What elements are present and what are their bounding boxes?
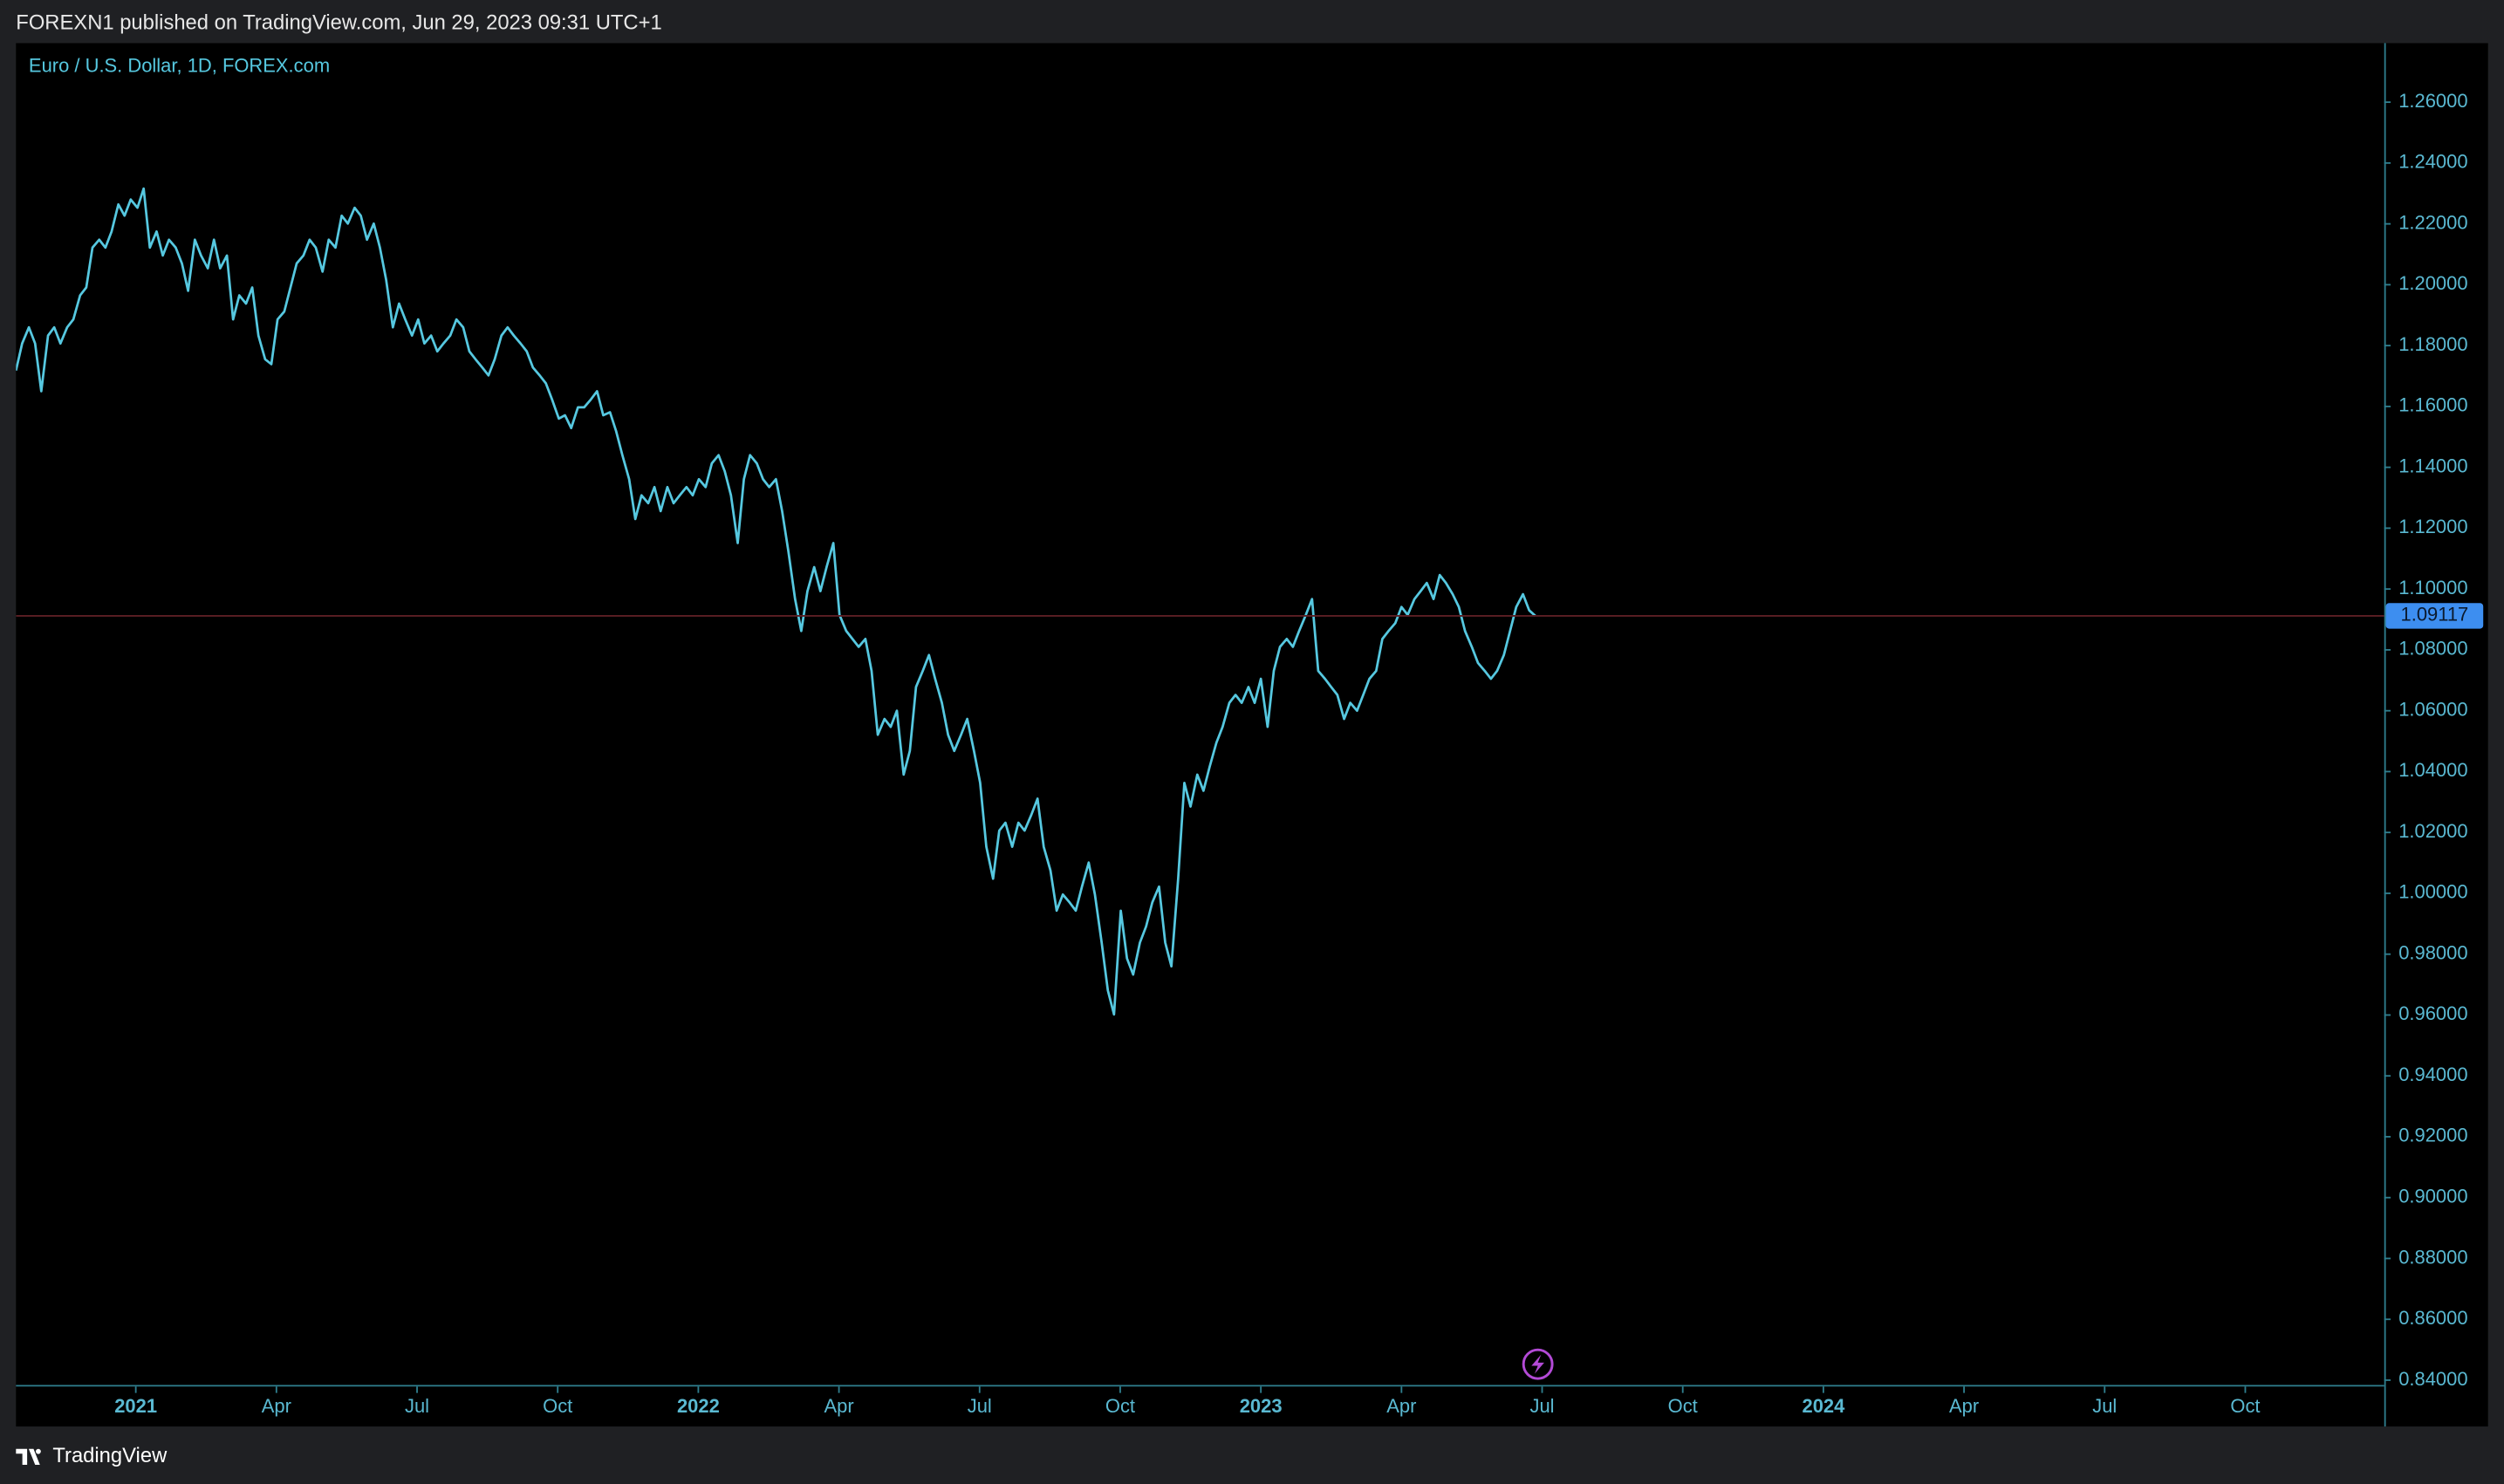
- x-tick-label: Oct: [1105, 1395, 1135, 1417]
- y-tick-label: 1.20000: [2398, 272, 2467, 294]
- brand-logo: [16, 1448, 41, 1466]
- x-tick-label: Oct: [543, 1395, 572, 1417]
- x-tick-label: 2022: [677, 1395, 720, 1417]
- plot-area: [16, 187, 2384, 1016]
- y-tick-label: 1.22000: [2398, 211, 2467, 233]
- y-tick-label: 1.14000: [2398, 455, 2467, 476]
- x-tick-label: Oct: [1668, 1395, 1698, 1417]
- y-tick-label: 1.16000: [2398, 394, 2467, 416]
- y-tick-label: 1.02000: [2398, 820, 2467, 842]
- x-tick-label: Jul: [405, 1395, 429, 1417]
- y-tick-label: 0.88000: [2398, 1246, 2467, 1268]
- y-tick-label: 0.92000: [2398, 1125, 2467, 1146]
- x-tick-label: Apr: [262, 1395, 291, 1417]
- header-text: FOREXN1 published on TradingView.com, Ju…: [16, 11, 661, 35]
- replay-icon[interactable]: [1522, 1348, 1554, 1380]
- x-tick-label: Apr: [824, 1395, 853, 1417]
- y-tick-label: 0.96000: [2398, 1002, 2467, 1024]
- x-tick-label: Jul: [2092, 1395, 2117, 1417]
- brand-name: TradingView: [52, 1444, 168, 1467]
- y-tick-label: 1.24000: [2398, 151, 2467, 173]
- y-tick-label: 1.10000: [2398, 577, 2467, 598]
- y-tick-label: 0.84000: [2398, 1368, 2467, 1390]
- x-tick-label: Jul: [968, 1395, 992, 1417]
- chart-title: Euro / U.S. Dollar, 1D, FOREX.com: [29, 55, 330, 77]
- y-tick-label: 1.06000: [2398, 698, 2467, 720]
- x-tick-label: 2023: [1240, 1395, 1283, 1417]
- x-tick-label: 2024: [1802, 1395, 1845, 1417]
- price-line: [16, 187, 1536, 1016]
- y-tick-label: 1.00000: [2398, 881, 2467, 903]
- x-tick-label: Jul: [1529, 1395, 1554, 1417]
- y-tick-label: 1.12000: [2398, 516, 2467, 537]
- x-tick-label: Apr: [1949, 1395, 1979, 1417]
- y-tick-label: 0.86000: [2398, 1307, 2467, 1329]
- y-tick-label: 0.94000: [2398, 1063, 2467, 1085]
- y-tick-label: 1.08000: [2398, 638, 2467, 660]
- chart-background: [16, 43, 2488, 1427]
- x-tick-label: 2021: [114, 1395, 157, 1417]
- y-tick-label: 0.90000: [2398, 1186, 2467, 1207]
- x-tick-label: Apr: [1386, 1395, 1416, 1417]
- last-price-badge: [2385, 603, 2484, 629]
- y-tick-label: 1.04000: [2398, 759, 2467, 781]
- y-tick-label: 0.98000: [2398, 941, 2467, 963]
- y-tick-label: 1.26000: [2398, 90, 2467, 112]
- x-tick-label: Oct: [2230, 1395, 2260, 1417]
- y-tick-label: 1.18000: [2398, 333, 2467, 355]
- last-price-label: 1.09117: [2401, 604, 2469, 626]
